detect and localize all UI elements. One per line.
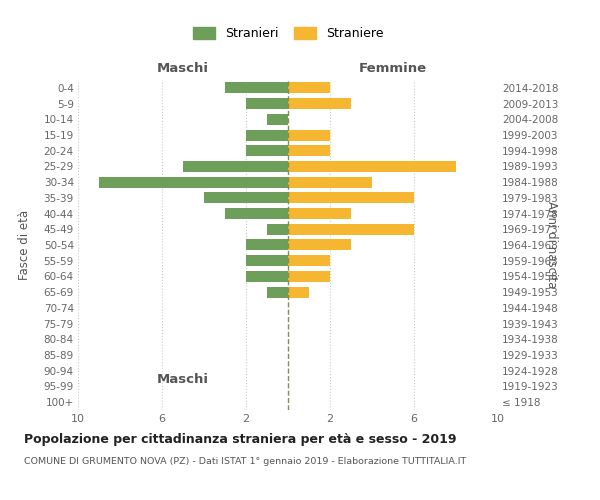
Text: Maschi: Maschi	[157, 373, 209, 386]
Legend: Stranieri, Straniere: Stranieri, Straniere	[189, 23, 387, 44]
Bar	[225, 82, 288, 94]
Bar	[288, 130, 330, 140]
Bar	[204, 192, 288, 203]
Bar	[246, 130, 288, 140]
Bar	[267, 286, 288, 298]
Bar	[246, 271, 288, 282]
Bar	[288, 240, 351, 250]
Bar	[225, 208, 288, 219]
Bar	[288, 224, 414, 235]
Text: Fasce di età: Fasce di età	[17, 210, 31, 280]
Bar	[288, 82, 330, 94]
Bar	[288, 161, 456, 172]
Text: Popolazione per cittadinanza straniera per età e sesso - 2019: Popolazione per cittadinanza straniera p…	[24, 432, 457, 446]
Bar	[288, 286, 309, 298]
Bar	[246, 255, 288, 266]
Bar	[246, 240, 288, 250]
Bar	[267, 114, 288, 125]
Bar	[267, 224, 288, 235]
Bar	[288, 271, 330, 282]
Bar	[246, 145, 288, 156]
Text: Maschi: Maschi	[157, 62, 209, 75]
Bar	[288, 98, 351, 109]
Bar	[183, 161, 288, 172]
Bar	[288, 192, 414, 203]
Text: COMUNE DI GRUMENTO NOVA (PZ) - Dati ISTAT 1° gennaio 2019 - Elaborazione TUTTITA: COMUNE DI GRUMENTO NOVA (PZ) - Dati ISTA…	[24, 458, 466, 466]
Bar	[288, 208, 351, 219]
Text: Anni di nascita: Anni di nascita	[545, 202, 559, 288]
Text: Femmine: Femmine	[359, 62, 427, 75]
Bar	[246, 98, 288, 109]
Bar	[288, 145, 330, 156]
Bar	[99, 176, 288, 188]
Bar	[288, 255, 330, 266]
Bar	[288, 176, 372, 188]
